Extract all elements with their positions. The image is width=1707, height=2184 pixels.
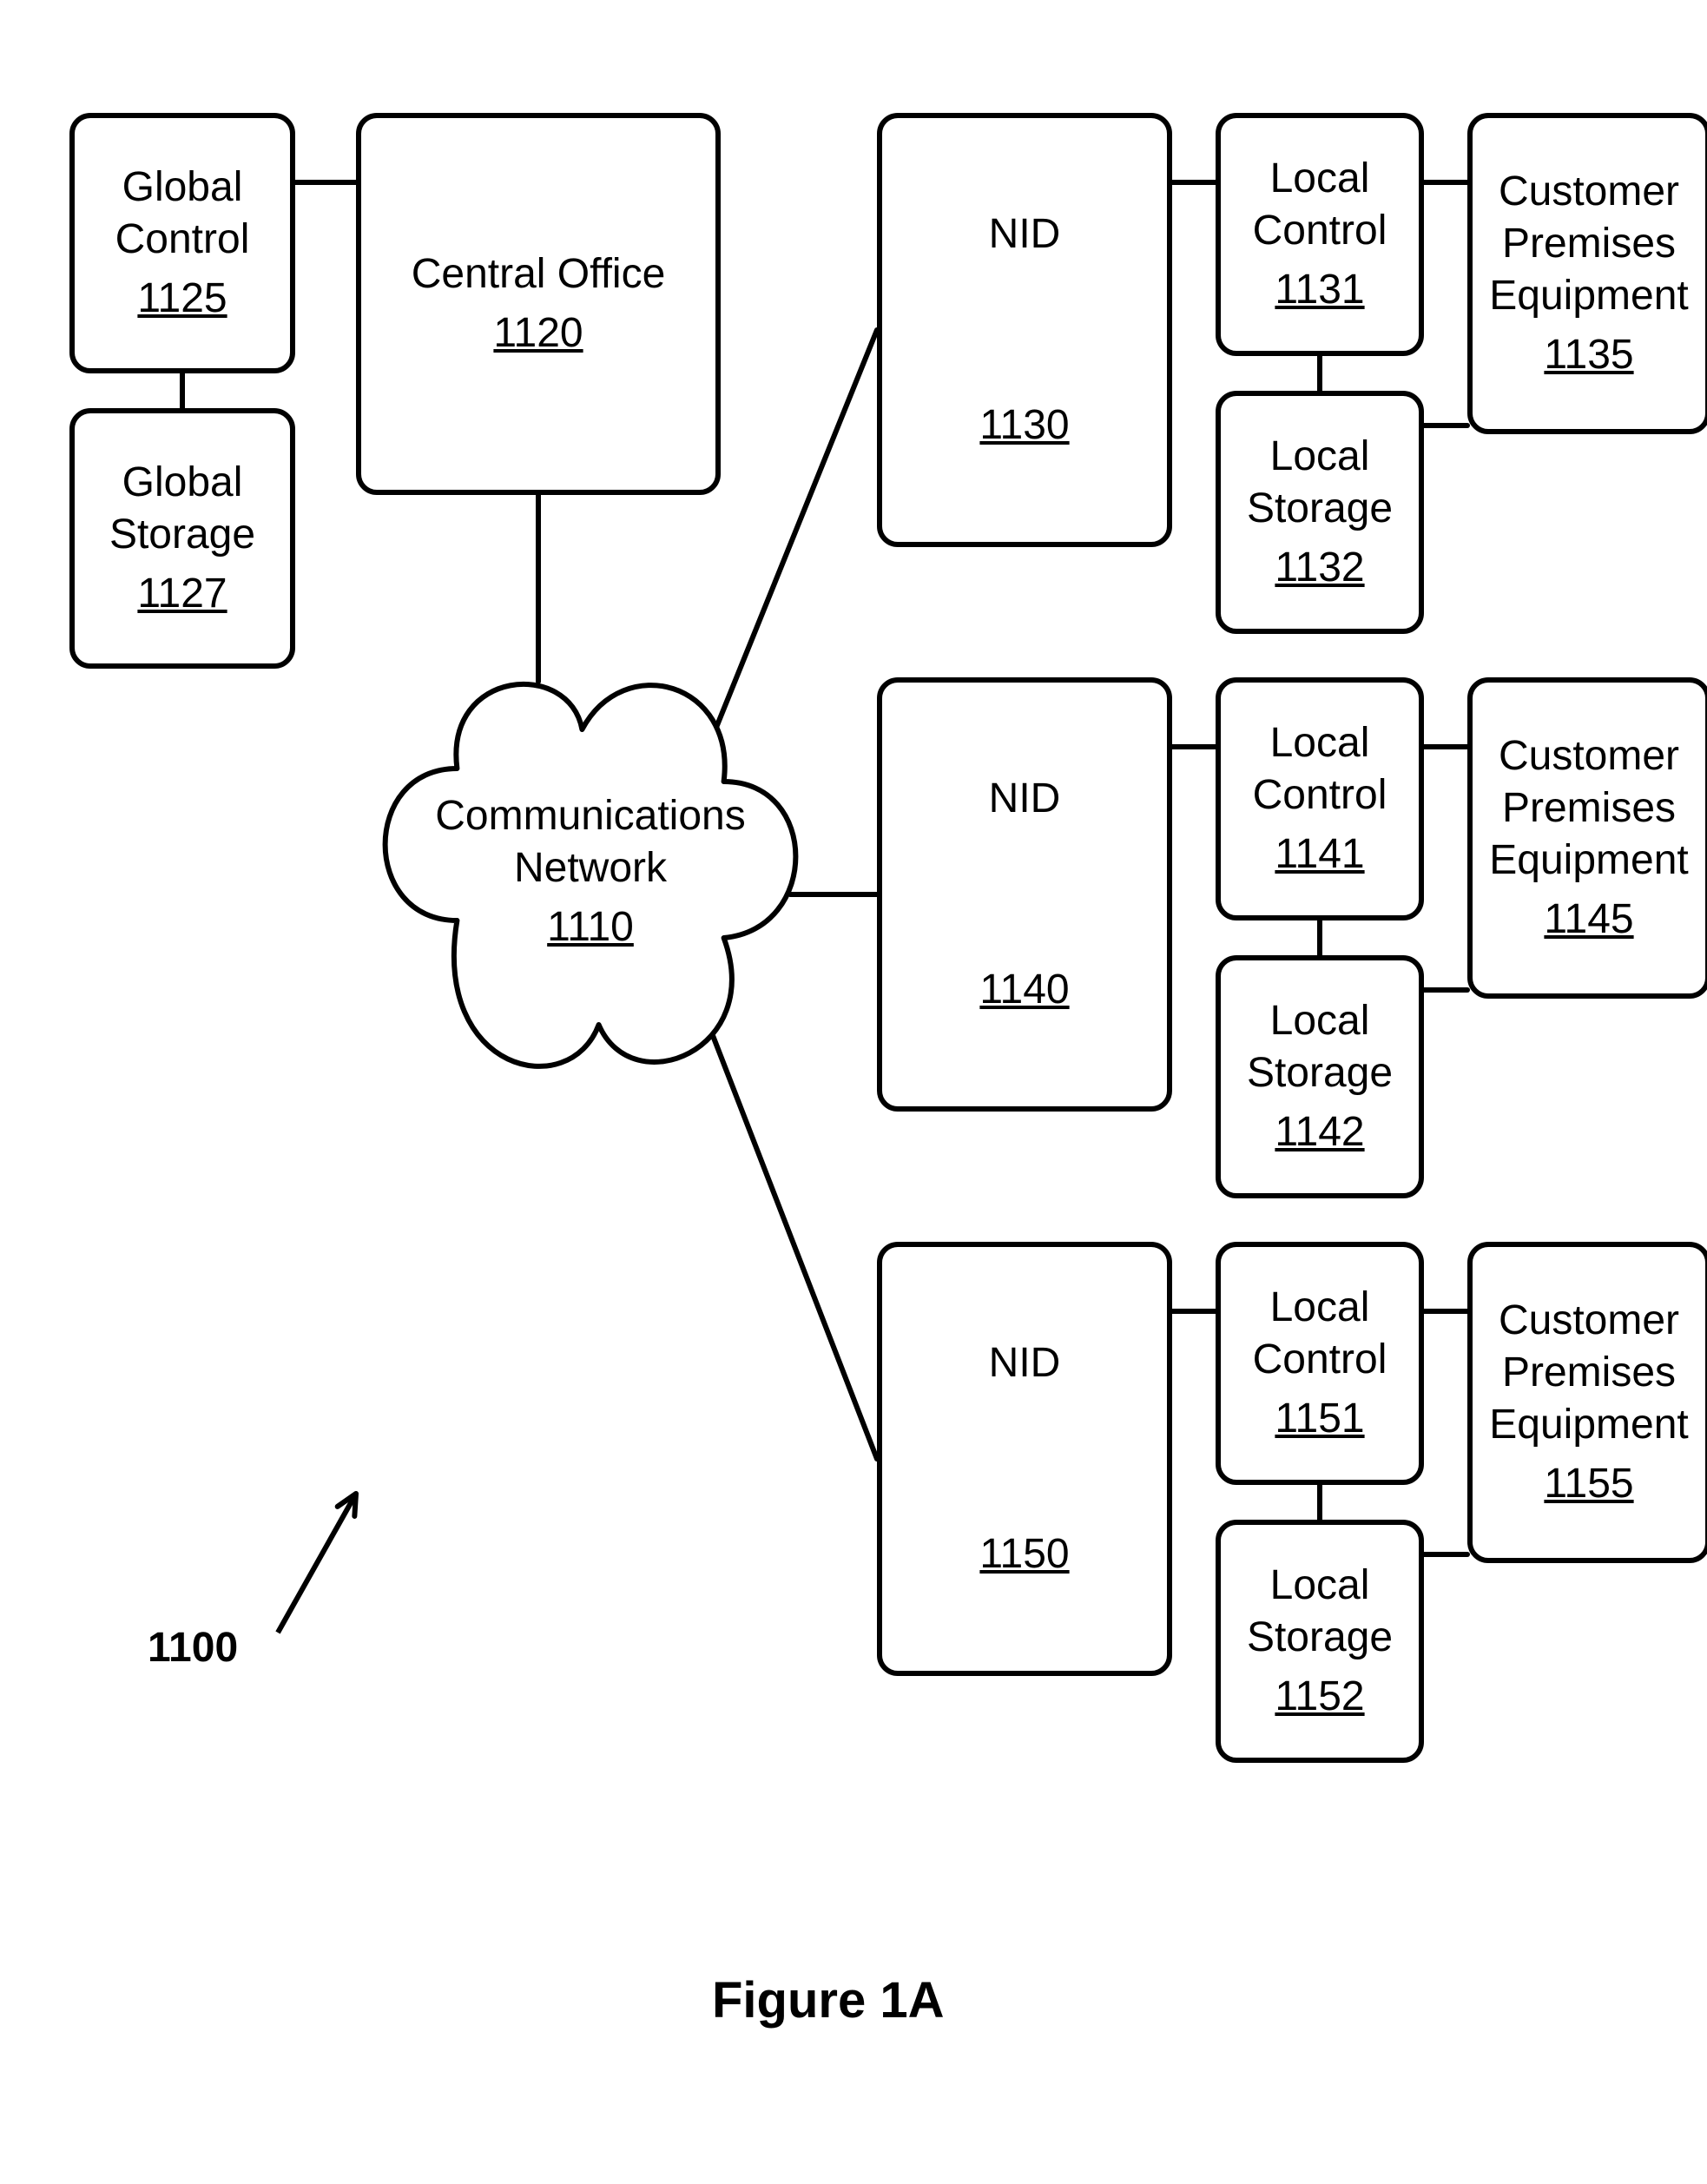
nid-2-ref: 1140 bbox=[979, 964, 1069, 1016]
central-office-ref: 1120 bbox=[493, 307, 583, 360]
cpe-3-ref: 1155 bbox=[1544, 1458, 1633, 1510]
figure-ref-arrow bbox=[278, 1494, 356, 1633]
local-control-3-box: Local Control 1151 bbox=[1216, 1242, 1424, 1485]
local-storage-3-label: Local Storage bbox=[1247, 1560, 1393, 1664]
local-storage-3-ref: 1152 bbox=[1275, 1671, 1364, 1723]
nid-1-ref: 1130 bbox=[979, 399, 1069, 452]
global-storage-box: Global Storage 1127 bbox=[69, 408, 295, 669]
central-office-label: Central Office bbox=[412, 248, 666, 300]
local-control-2-label: Local Control bbox=[1253, 717, 1387, 821]
cpe-1-label: Customer Premises Equipment bbox=[1489, 166, 1688, 322]
nid-2-box: NID 1140 bbox=[877, 677, 1172, 1112]
global-storage-label: Global Storage bbox=[109, 457, 255, 561]
cpe-3-label: Customer Premises Equipment bbox=[1489, 1295, 1688, 1451]
local-storage-1-box: Local Storage 1132 bbox=[1216, 391, 1424, 634]
local-storage-1-ref: 1132 bbox=[1275, 542, 1364, 594]
nid-3-ref: 1150 bbox=[979, 1528, 1069, 1580]
global-control-ref: 1125 bbox=[137, 273, 227, 325]
cpe-3-box: Customer Premises Equipment 1155 bbox=[1467, 1242, 1707, 1563]
nid-3-box: NID 1150 bbox=[877, 1242, 1172, 1676]
cpe-1-ref: 1135 bbox=[1544, 329, 1633, 381]
comms-network-cloud: Communications Network 1110 bbox=[382, 660, 799, 1094]
cpe-2-ref: 1145 bbox=[1544, 894, 1633, 946]
local-control-2-ref: 1141 bbox=[1275, 828, 1364, 881]
cpe-2-box: Customer Premises Equipment 1145 bbox=[1467, 677, 1707, 999]
nid-3-label: NID bbox=[989, 1337, 1061, 1389]
comms-network-label: Communications Network bbox=[382, 790, 799, 894]
local-control-3-label: Local Control bbox=[1253, 1282, 1387, 1386]
comms-network-ref: 1110 bbox=[382, 901, 799, 953]
local-storage-2-ref: 1142 bbox=[1275, 1106, 1364, 1158]
global-control-label: Global Control bbox=[115, 162, 250, 266]
global-control-box: Global Control 1125 bbox=[69, 113, 295, 373]
cpe-2-label: Customer Premises Equipment bbox=[1489, 730, 1688, 887]
local-storage-2-label: Local Storage bbox=[1247, 995, 1393, 1099]
local-storage-3-box: Local Storage 1152 bbox=[1216, 1520, 1424, 1763]
nid-1-label: NID bbox=[989, 208, 1061, 261]
edge-comms_network-nid_3 bbox=[712, 1033, 877, 1459]
nid-2-label: NID bbox=[989, 773, 1061, 825]
local-control-2-box: Local Control 1141 bbox=[1216, 677, 1424, 920]
figure-ref-number: 1100 bbox=[148, 1624, 238, 1672]
global-storage-ref: 1127 bbox=[137, 568, 227, 620]
central-office-box: Central Office 1120 bbox=[356, 113, 721, 495]
cpe-1-box: Customer Premises Equipment 1135 bbox=[1467, 113, 1707, 434]
local-storage-2-box: Local Storage 1142 bbox=[1216, 955, 1424, 1198]
local-control-1-box: Local Control 1131 bbox=[1216, 113, 1424, 356]
figure-caption: Figure 1A bbox=[712, 1971, 945, 2029]
local-control-1-ref: 1131 bbox=[1275, 264, 1364, 316]
nid-1-box: NID 1130 bbox=[877, 113, 1172, 547]
local-storage-1-label: Local Storage bbox=[1247, 431, 1393, 535]
local-control-1-label: Local Control bbox=[1253, 153, 1387, 257]
local-control-3-ref: 1151 bbox=[1275, 1393, 1364, 1445]
